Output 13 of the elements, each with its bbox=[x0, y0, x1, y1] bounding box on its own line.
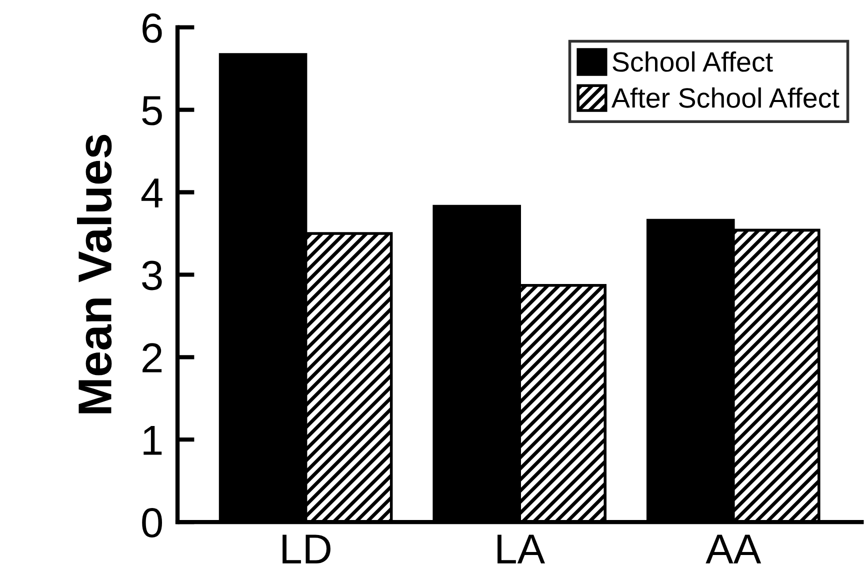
legend-label: After School Affect bbox=[611, 87, 840, 108]
x-tick-label: LA bbox=[498, 534, 545, 564]
y-tick-label: 0 bbox=[142, 508, 162, 538]
y-tick-label: 1 bbox=[144, 426, 162, 455]
y-tick-label: 3 bbox=[142, 260, 162, 290]
y-tick-label: 2 bbox=[142, 343, 162, 372]
y-tick-label: 4 bbox=[141, 178, 162, 208]
legend-label: School Affect bbox=[612, 51, 773, 72]
y-axis-title: Mean Values bbox=[77, 134, 112, 414]
y-tick-label: 6 bbox=[142, 13, 162, 43]
x-tick-label: LD bbox=[282, 534, 330, 564]
x-tick-label: AA bbox=[706, 534, 762, 564]
y-tick-label: 5 bbox=[142, 96, 162, 126]
